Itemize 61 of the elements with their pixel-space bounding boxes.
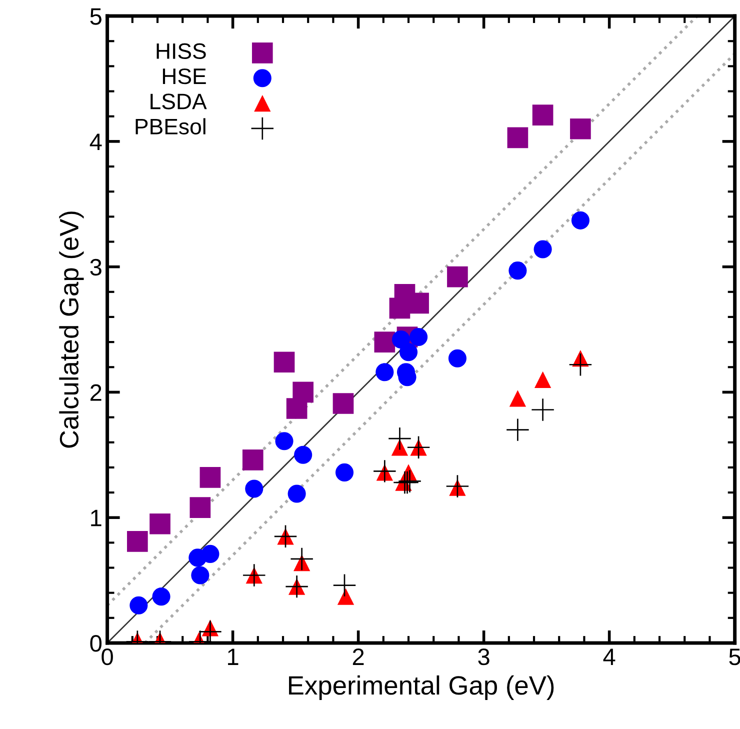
x-tick-label: 0 [102,648,113,666]
legend-label: HSE [162,68,206,84]
point [288,484,306,503]
point [200,467,221,488]
point [152,588,170,606]
point [292,382,314,403]
point [448,349,466,368]
point [506,418,529,441]
y-tick-label: 0 [90,635,102,652]
point [570,118,591,140]
point [399,343,418,362]
point [534,240,552,258]
point [410,328,428,346]
point [374,332,396,352]
point [294,446,312,464]
point [534,371,552,388]
point [532,398,554,421]
point [408,292,429,314]
point [127,530,148,552]
point [275,432,294,450]
legend-label: HISS [156,43,206,60]
point [242,449,264,470]
point [199,620,222,643]
point [333,574,356,596]
x-tick-label: 4 [603,648,616,665]
point [388,427,411,450]
point [150,513,170,534]
point [274,352,295,373]
legend-label: LSDA [150,94,207,110]
x-tick-label: 3 [478,648,490,666]
point [191,566,210,584]
point [130,596,148,614]
y-axis-title: Calculated Gap (eV) [59,212,84,448]
point [374,460,396,482]
point [201,544,220,563]
point [569,354,592,376]
legend-label: PBEsol [136,118,206,135]
point [335,463,354,482]
y-tick-label: 2 [90,384,102,401]
point [290,548,313,570]
y-tick-label: 4 [90,134,102,150]
point [392,330,410,349]
x-tick-label: 1 [228,648,238,665]
y-tick-label: 1 [91,510,102,526]
point [376,363,394,382]
y-tick-label: 3 [90,258,102,276]
x-tick-label: 5 [729,648,740,666]
point [245,480,264,498]
point [337,588,354,605]
y-tick-label: 5 [90,8,102,25]
x-tick-label: 2 [352,648,364,665]
point [447,266,468,288]
point [532,104,554,126]
point [508,262,527,280]
point [190,497,211,518]
point [332,393,354,414]
point [507,127,528,148]
point [571,211,590,230]
point [446,475,469,498]
x-axis-title: Experimental Gap (eV) [289,675,554,700]
point [509,390,526,407]
